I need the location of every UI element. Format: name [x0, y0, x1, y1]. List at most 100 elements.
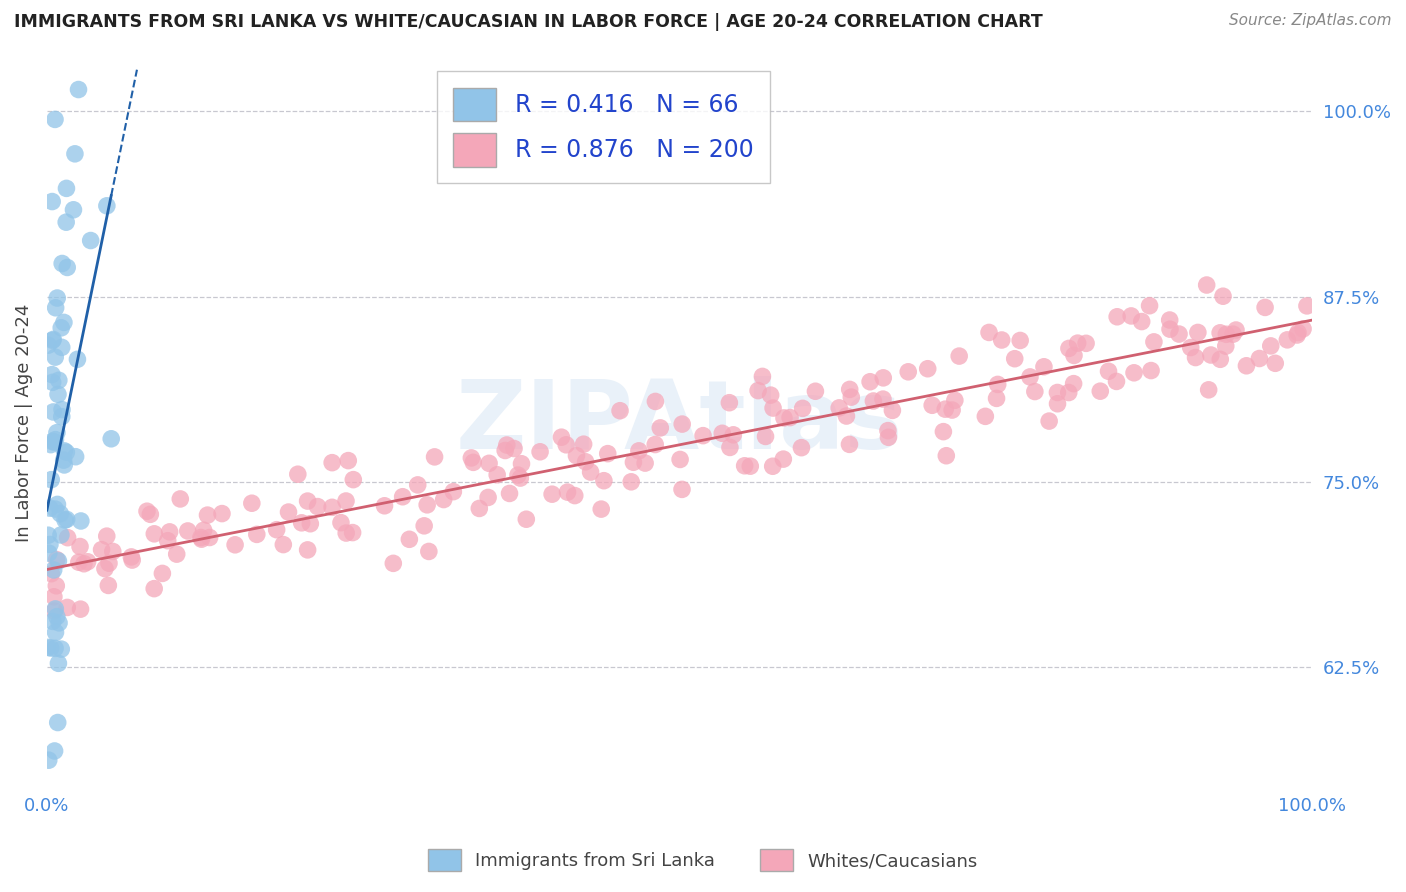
- Point: [529, 444, 551, 458]
- Point: [498, 486, 520, 500]
- Point: [948, 349, 970, 363]
- Point: [44, 350, 66, 364]
- Point: [198, 531, 221, 545]
- Point: [55, 445, 77, 459]
- Point: [1292, 322, 1315, 336]
- Point: [1004, 351, 1026, 366]
- Point: [39, 537, 62, 551]
- Point: [974, 409, 997, 424]
- Point: [423, 450, 446, 464]
- Point: [55, 181, 77, 195]
- Point: [494, 443, 516, 458]
- Point: [1225, 323, 1247, 337]
- Point: [42, 333, 65, 347]
- Point: [862, 394, 884, 409]
- Point: [136, 504, 159, 518]
- Point: [44, 641, 66, 656]
- Point: [45, 609, 67, 624]
- Point: [1024, 384, 1046, 399]
- Point: [291, 516, 314, 530]
- Point: [45, 425, 67, 440]
- Point: [433, 492, 456, 507]
- Point: [1046, 385, 1069, 400]
- Point: [1222, 327, 1244, 342]
- Point: [73, 557, 96, 571]
- Point: [46, 387, 69, 401]
- Point: [1107, 310, 1129, 324]
- Point: [37, 640, 59, 655]
- Point: [193, 523, 215, 537]
- Point: [41, 376, 63, 390]
- Point: [266, 523, 288, 537]
- Point: [418, 544, 440, 558]
- Point: [460, 450, 482, 465]
- Point: [555, 438, 578, 452]
- Point: [1057, 342, 1080, 356]
- Point: [1260, 339, 1282, 353]
- Point: [55, 512, 77, 526]
- Point: [139, 508, 162, 522]
- Point: [45, 579, 67, 593]
- Point: [1212, 289, 1234, 303]
- Point: [120, 549, 142, 564]
- Point: [1032, 359, 1054, 374]
- Point: [211, 507, 233, 521]
- Point: [441, 484, 464, 499]
- Point: [897, 365, 920, 379]
- Point: [38, 546, 60, 560]
- Point: [297, 494, 319, 508]
- Point: [1254, 301, 1277, 315]
- Point: [1097, 364, 1119, 378]
- Point: [156, 533, 179, 548]
- Point: [42, 405, 65, 419]
- Point: [872, 371, 894, 385]
- Point: [37, 338, 59, 352]
- Point: [1074, 336, 1097, 351]
- Point: [723, 427, 745, 442]
- Point: [692, 428, 714, 442]
- Point: [463, 455, 485, 469]
- Point: [41, 566, 63, 581]
- Point: [759, 388, 782, 402]
- Point: [593, 474, 616, 488]
- Point: [609, 403, 631, 417]
- Point: [342, 525, 364, 540]
- Point: [644, 437, 666, 451]
- Point: [740, 459, 762, 474]
- Point: [39, 437, 62, 451]
- Point: [1159, 313, 1181, 327]
- Point: [1184, 351, 1206, 365]
- Point: [671, 483, 693, 497]
- Point: [990, 333, 1012, 347]
- Point: [596, 447, 619, 461]
- Point: [39, 473, 62, 487]
- Point: [623, 455, 645, 469]
- Point: [515, 512, 537, 526]
- Point: [718, 441, 741, 455]
- Point: [51, 409, 73, 424]
- Point: [56, 600, 79, 615]
- Point: [321, 500, 343, 515]
- Point: [41, 194, 63, 209]
- Point: [67, 82, 90, 96]
- Point: [42, 590, 65, 604]
- Point: [98, 556, 121, 570]
- Point: [650, 421, 672, 435]
- Point: [121, 553, 143, 567]
- Legend: R = 0.416   N = 66, R = 0.876   N = 200: R = 0.416 N = 66, R = 0.876 N = 200: [437, 71, 770, 183]
- Point: [51, 402, 73, 417]
- Point: [224, 538, 246, 552]
- Point: [754, 429, 776, 443]
- Point: [977, 326, 1000, 340]
- Point: [76, 555, 98, 569]
- Point: [773, 411, 796, 425]
- Point: [169, 491, 191, 506]
- Point: [159, 524, 181, 539]
- Point: [1264, 356, 1286, 370]
- Point: [65, 450, 87, 464]
- Point: [42, 615, 65, 629]
- Point: [53, 513, 76, 527]
- Point: [503, 442, 526, 456]
- Point: [382, 557, 405, 571]
- Point: [1140, 363, 1163, 377]
